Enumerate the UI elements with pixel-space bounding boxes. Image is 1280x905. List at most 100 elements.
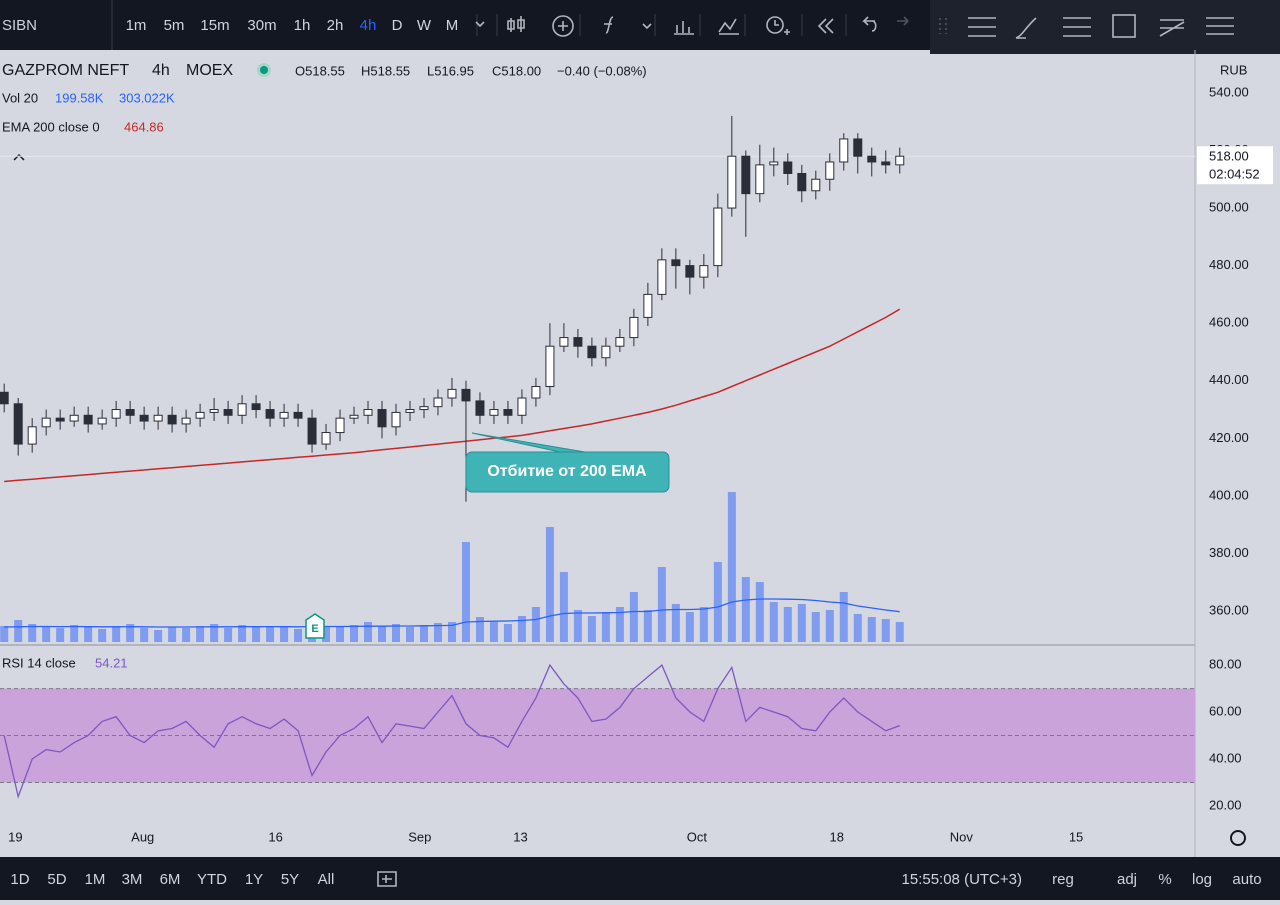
scale-option[interactable]: reg <box>1052 871 1074 888</box>
candle-body <box>839 138 849 163</box>
volume-bar <box>168 627 177 642</box>
candle-body <box>13 403 23 445</box>
candle-body <box>699 265 709 278</box>
range-button[interactable]: 5D <box>47 871 66 888</box>
candle-body <box>97 417 107 425</box>
candle-body <box>825 161 835 180</box>
volume-bar <box>531 607 540 642</box>
y-tick-label: 500.00 <box>1209 199 1249 214</box>
toolbar-icons <box>111 0 1234 50</box>
candle-body <box>251 403 261 411</box>
interval-button[interactable]: W <box>417 17 432 34</box>
volume-bar <box>699 607 708 642</box>
range-button[interactable]: 1M <box>85 871 106 888</box>
x-tick-label: Sep <box>408 829 431 844</box>
candle-body <box>349 414 359 419</box>
candle-body <box>573 337 583 347</box>
volume-bar <box>615 607 624 642</box>
interval-button[interactable]: 30m <box>247 17 276 34</box>
volume-bar <box>252 627 261 642</box>
volume-bar <box>797 604 806 642</box>
interval-button[interactable]: D <box>392 17 403 34</box>
volume-bar <box>182 628 191 642</box>
clock[interactable]: 15:55:08 (UTC+3) <box>902 871 1022 888</box>
range-button[interactable]: 1Y <box>245 871 263 888</box>
legend-high: H518.55 <box>361 63 410 78</box>
candle-body <box>55 417 65 422</box>
legend-low: L516.95 <box>427 63 474 78</box>
x-tick-label: 16 <box>268 829 282 844</box>
candle-body <box>853 138 863 157</box>
candle-body <box>587 345 597 359</box>
settings-icon[interactable] <box>1230 830 1246 846</box>
volume-bar <box>503 624 512 642</box>
candle-body <box>531 386 541 399</box>
candle-body <box>209 409 219 413</box>
interval-button[interactable]: 1h <box>294 17 311 34</box>
candle-body <box>867 155 877 163</box>
volume-bar <box>14 620 23 642</box>
rsi-line <box>3 663 900 799</box>
interval-button[interactable]: 2h <box>327 17 344 34</box>
volume-bar <box>461 542 470 642</box>
range-button[interactable]: 5Y <box>281 871 299 888</box>
volume-bar <box>56 628 65 642</box>
scale-option[interactable]: adj <box>1117 871 1137 888</box>
annotation-box[interactable] <box>465 451 670 493</box>
interval-button[interactable]: 4h <box>360 17 377 34</box>
volume-bar <box>84 627 93 642</box>
volume-bar <box>336 627 345 642</box>
candle-body <box>167 414 177 425</box>
scale-option[interactable]: log <box>1192 871 1212 888</box>
range-button[interactable]: 1D <box>10 871 29 888</box>
volume-bar <box>895 622 904 642</box>
range-button[interactable]: All <box>318 871 335 888</box>
x-tick-label: Aug <box>131 829 154 844</box>
range-button[interactable]: 3M <box>122 871 143 888</box>
scale-option[interactable]: % <box>1158 871 1171 888</box>
x-tick-label: 15 <box>1069 829 1083 844</box>
symbol[interactable]: SIBN <box>2 17 37 34</box>
rsi-tick-label: 60.00 <box>1209 703 1242 718</box>
range-button[interactable]: 6M <box>160 871 181 888</box>
volume-bar <box>587 616 596 642</box>
interval-button[interactable]: M <box>446 17 459 34</box>
last-price-label: 518.00 <box>1209 149 1249 164</box>
candle-body <box>69 414 79 422</box>
volume-ma-value: 303.022K <box>119 90 175 105</box>
volume-bar <box>853 614 862 642</box>
x-tick-label: Nov <box>950 829 974 844</box>
ema-value: 464.86 <box>124 119 164 134</box>
volume-bar <box>433 623 442 642</box>
interval-button[interactable]: 5m <box>164 17 185 34</box>
scale-option[interactable]: auto <box>1232 871 1261 888</box>
candle-body <box>153 414 163 422</box>
range-button[interactable]: YTD <box>197 871 227 888</box>
event-marker[interactable] <box>305 613 325 639</box>
volume-bar <box>140 628 149 642</box>
volume-bar <box>643 610 652 642</box>
interval-button[interactable]: 15m <box>200 17 229 34</box>
currency[interactable]: RUB <box>1220 62 1247 77</box>
event-label[interactable]: E <box>311 623 318 635</box>
volume-bar <box>629 592 638 642</box>
volume-bar <box>126 624 135 642</box>
rsi-tick-label: 20.00 <box>1209 797 1242 812</box>
candle-body <box>797 172 807 192</box>
y-tick-label: 360.00 <box>1209 602 1249 617</box>
volume-bar <box>28 624 37 642</box>
collapse-icon[interactable] <box>13 153 25 161</box>
interval-button[interactable]: 1m <box>126 17 147 34</box>
candle-body <box>769 161 779 166</box>
last-price-box <box>1197 146 1273 185</box>
legend-interval: 4h <box>152 62 170 79</box>
volume-bar <box>224 628 233 642</box>
volume-bar <box>294 629 303 642</box>
ema-name: EMA 200 close 0 <box>2 119 100 134</box>
candle-body <box>657 259 667 295</box>
volume-bar <box>657 567 666 642</box>
candle-body <box>489 409 499 416</box>
volume-bar <box>154 630 163 642</box>
annotation-text[interactable]: Отбитие от 200 EMA <box>487 463 647 480</box>
